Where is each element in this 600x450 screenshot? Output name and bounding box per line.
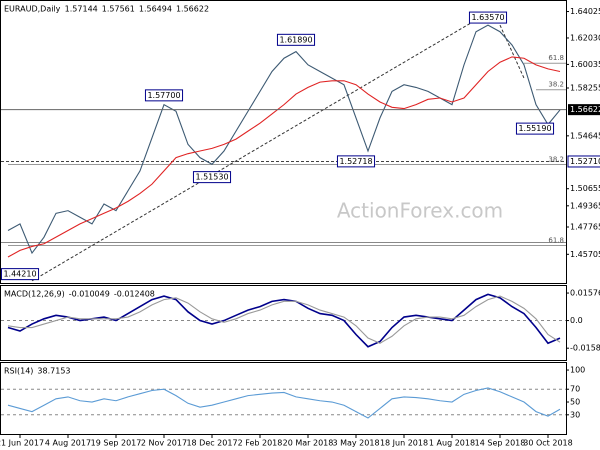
x-tick-label: 3 May 2018	[332, 439, 379, 448]
y-tick-label: 1.58255	[570, 83, 600, 92]
level-label: 1.52710	[570, 157, 600, 166]
x-tick-label: 1 Aug 2018	[429, 439, 475, 448]
series-line	[7, 387, 561, 419]
annotation: 1.51530	[195, 173, 228, 182]
y-tick-label: 70	[570, 385, 580, 394]
y-tick-label: 1.62030	[570, 33, 600, 42]
fib-label: 61.8	[548, 54, 564, 62]
y-tick-label: 1.50655	[570, 184, 600, 193]
y-tick-label: 0.015762	[570, 289, 600, 298]
y-tick-label: 1.49365	[570, 201, 600, 210]
fib-label: 38.2	[548, 155, 564, 163]
annotation: 1.52718	[339, 157, 372, 166]
panel-reading: 1.57561	[102, 5, 135, 14]
x-tick-label: 19 Sep 2017	[91, 439, 142, 448]
annotation-box	[336, 155, 376, 168]
annotation-box	[468, 11, 508, 24]
x-tick-label: 20 Mar 2018	[283, 439, 334, 448]
series-line	[7, 56, 561, 258]
panel-reading: -0.012408	[114, 290, 155, 299]
y-tick-label: 100	[570, 366, 585, 375]
y-tick-label: 1.64025	[570, 7, 600, 16]
annotation-box	[192, 171, 232, 184]
annotation-box	[276, 33, 316, 46]
annotation-box	[0, 268, 40, 281]
price-label: 1.56622	[570, 105, 600, 114]
y-tick-label: 1.60035	[570, 60, 600, 69]
x-tick-label: 14 Sep 2018	[475, 439, 526, 448]
x-tick-label: 30 Oct 2018	[523, 439, 572, 448]
rsi-panel	[0, 362, 567, 435]
series-line	[7, 293, 561, 348]
annotation: 1.55190	[518, 124, 551, 133]
trendline	[31, 12, 489, 282]
annotation: 1.44210	[3, 270, 36, 279]
y-tick-label: 1.45705	[570, 250, 600, 259]
y-tick-label: 30	[570, 410, 580, 419]
series-line	[7, 295, 561, 344]
x-tick-label: 4 Aug 2017	[45, 439, 91, 448]
y-tick-label: 0.0	[570, 316, 583, 325]
x-tick-label: 18 Jun 2018	[380, 439, 428, 448]
annotation: 1.57700	[147, 91, 180, 100]
y-tick-label: 50	[570, 398, 580, 407]
panel-title: MACD(12,26,9)	[4, 290, 65, 299]
annotation-box	[144, 89, 184, 102]
panel-reading: 1.56622	[176, 5, 209, 14]
fib-label: 61.8	[548, 236, 564, 244]
macd-panel	[0, 285, 567, 361]
fib-label: 38.2	[548, 81, 564, 89]
panel-reading: 1.56494	[139, 5, 172, 14]
x-tick-label: 2 Feb 2018	[238, 439, 283, 448]
x-tick-label: 2 Nov 2017	[141, 439, 187, 448]
x-tick-label: 21 Jun 2017	[0, 439, 44, 448]
annotation: 1.61890	[279, 35, 312, 44]
price-label-box	[568, 104, 600, 116]
y-tick-label: 1.54645	[570, 131, 600, 140]
price-panel	[0, 0, 567, 284]
panel-reading: 1.57144	[65, 5, 98, 14]
panel-title: EURAUD,Daily	[4, 5, 61, 14]
annotation: 1.63570	[471, 13, 504, 22]
trendline	[499, 24, 525, 79]
watermark: ActionForex.com	[337, 199, 503, 223]
y-tick-label: -0.015834	[570, 344, 600, 353]
panel-title: RSI(14)	[4, 367, 33, 376]
annotation-box	[515, 122, 555, 135]
y-tick-label: 1.47765	[570, 223, 600, 232]
x-tick-label: 18 Dec 2017	[186, 439, 237, 448]
level-label-box	[567, 155, 600, 168]
panel-reading: -0.010049	[69, 290, 110, 299]
panel-reading: 38.7153	[37, 367, 70, 376]
series-line	[7, 24, 561, 255]
